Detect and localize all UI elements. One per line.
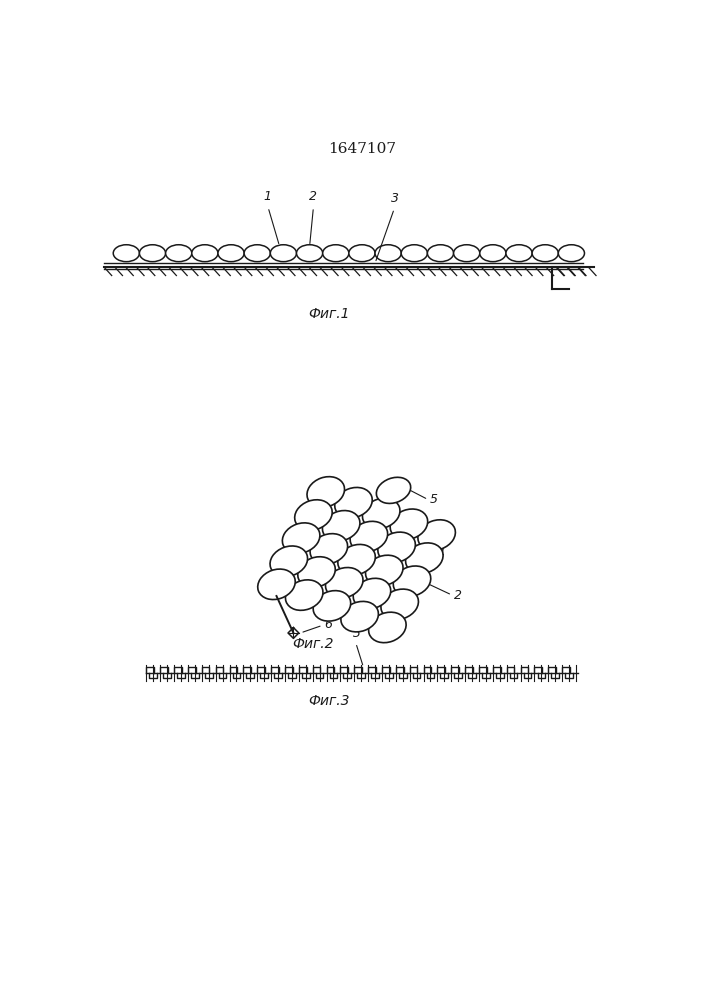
Ellipse shape (390, 509, 428, 539)
Text: 4: 4 (437, 547, 445, 560)
Ellipse shape (334, 487, 373, 518)
Ellipse shape (559, 245, 585, 262)
Ellipse shape (368, 612, 406, 643)
Ellipse shape (363, 498, 400, 529)
Ellipse shape (270, 245, 296, 262)
Text: 1647107: 1647107 (328, 142, 396, 156)
Ellipse shape (350, 521, 387, 552)
Ellipse shape (366, 555, 403, 586)
Ellipse shape (322, 511, 360, 541)
Ellipse shape (192, 245, 218, 262)
Ellipse shape (341, 601, 378, 632)
Ellipse shape (325, 568, 363, 598)
Ellipse shape (258, 569, 296, 600)
Ellipse shape (393, 566, 431, 596)
Text: Фиг.2: Фиг.2 (293, 637, 334, 651)
Ellipse shape (244, 245, 270, 262)
Text: 3: 3 (391, 192, 399, 205)
Ellipse shape (322, 245, 349, 262)
Ellipse shape (349, 245, 375, 262)
Ellipse shape (454, 245, 480, 262)
Text: 6: 6 (325, 618, 332, 631)
Ellipse shape (296, 245, 322, 262)
Ellipse shape (338, 544, 375, 575)
Ellipse shape (218, 245, 244, 262)
Ellipse shape (406, 543, 443, 573)
Text: Фиг.1: Фиг.1 (308, 307, 349, 321)
Ellipse shape (139, 245, 165, 262)
Ellipse shape (480, 245, 506, 262)
Ellipse shape (428, 245, 454, 262)
Ellipse shape (282, 523, 320, 553)
Ellipse shape (381, 589, 419, 620)
Ellipse shape (376, 477, 411, 503)
Text: 3: 3 (353, 627, 361, 640)
Ellipse shape (378, 532, 416, 563)
Ellipse shape (270, 546, 308, 576)
Text: 2: 2 (310, 190, 317, 203)
Ellipse shape (354, 578, 391, 609)
Ellipse shape (310, 534, 348, 564)
Ellipse shape (165, 245, 192, 262)
Text: 1: 1 (263, 190, 271, 203)
Ellipse shape (375, 245, 402, 262)
Ellipse shape (298, 557, 335, 587)
Ellipse shape (506, 245, 532, 262)
Ellipse shape (286, 580, 323, 610)
Text: Фиг.3: Фиг.3 (308, 694, 349, 708)
Text: 2: 2 (454, 589, 462, 602)
Ellipse shape (307, 477, 344, 507)
Ellipse shape (418, 520, 455, 550)
Text: 5: 5 (430, 493, 438, 506)
Ellipse shape (313, 591, 351, 621)
Ellipse shape (532, 245, 559, 262)
Ellipse shape (402, 245, 428, 262)
Ellipse shape (295, 500, 332, 530)
Ellipse shape (113, 245, 139, 262)
